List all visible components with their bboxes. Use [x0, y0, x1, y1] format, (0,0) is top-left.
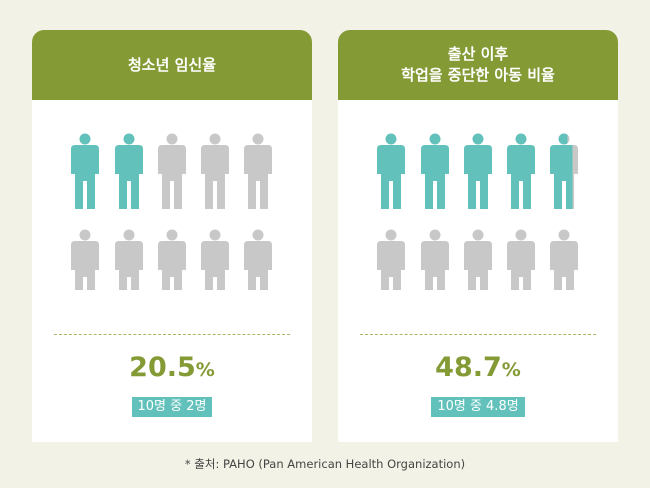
ratio-badge: 10명 중 4.8명 [431, 397, 525, 417]
person-icon [201, 133, 229, 209]
person-icon [507, 133, 535, 209]
person-icon-grid [71, 133, 272, 290]
card-title-line-2: 학업을 중단한 아동 비율 [401, 66, 555, 84]
person-icon [71, 229, 99, 290]
person-icon [115, 229, 143, 290]
card-title: 청소년 임신율 [127, 55, 217, 74]
person-icon [464, 229, 492, 290]
person-icon [115, 133, 143, 209]
person-icon [550, 133, 578, 209]
person-icon [377, 133, 405, 209]
person-icon [158, 133, 186, 209]
person-icon-grid [377, 133, 578, 290]
dashed-divider [360, 334, 596, 335]
person-icon [244, 133, 272, 209]
person-icon [464, 133, 492, 209]
card-header: 청소년 임신율 [32, 30, 312, 100]
person-icon [244, 229, 272, 290]
person-icon [421, 229, 449, 290]
person-icon [550, 229, 578, 290]
person-icon [507, 229, 535, 290]
card-header: 출산 이후 학업을 중단한 아동 비율 [338, 30, 618, 100]
card-title-line-1: 출산 이후 [447, 45, 509, 63]
person-icon [158, 229, 186, 290]
school-dropout-card: 출산 이후 학업을 중단한 아동 비율 48.7% 10명 중 4.8명 [338, 30, 618, 442]
ratio-badge: 10명 중 2명 [131, 397, 213, 417]
teen-pregnancy-card: 청소년 임신율 20.5% 10명 중 2명 [32, 30, 312, 442]
person-icon [201, 229, 229, 290]
dashed-divider [54, 334, 290, 335]
person-icon [71, 133, 99, 209]
person-icon [421, 133, 449, 209]
percent-value: 48.7% [435, 352, 521, 383]
percent-value: 20.5% [129, 352, 215, 383]
source-note: * 출처: PAHO (Pan American Health Organiza… [184, 457, 466, 471]
person-icon [377, 229, 405, 290]
